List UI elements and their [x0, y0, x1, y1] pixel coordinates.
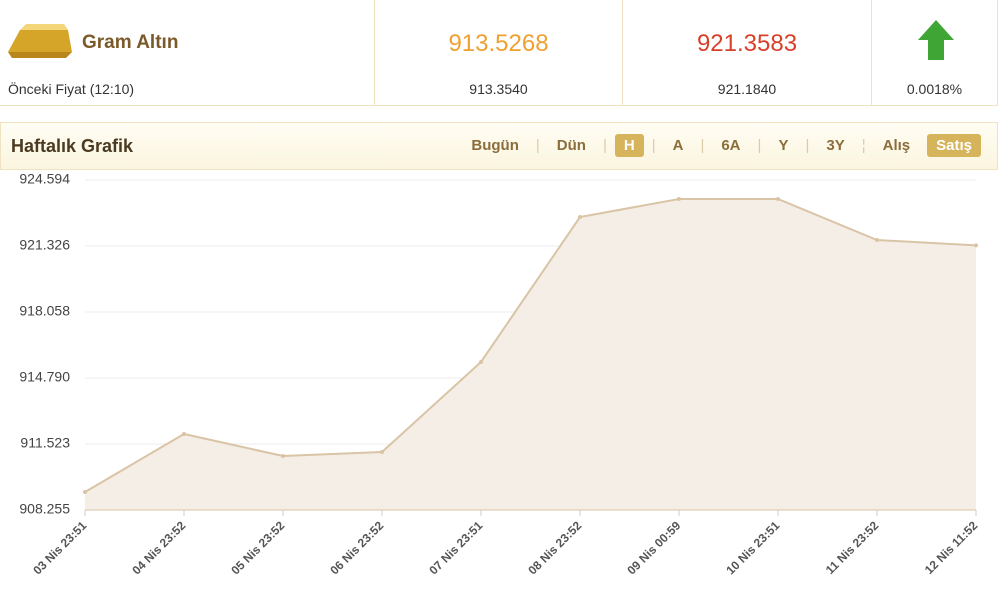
separator: ¦ [861, 137, 866, 154]
point [281, 453, 285, 458]
point [677, 197, 681, 202]
x-tick-label: 04 Nis 23:52 [129, 518, 188, 577]
y-tick-label: 914.790 [19, 369, 70, 385]
point [974, 243, 978, 248]
button[interactable]: 6A [721, 137, 741, 154]
change-cell: 0.0018% [872, 0, 998, 106]
y-tick-label: 921.326 [19, 237, 70, 253]
point [578, 215, 582, 220]
button[interactable]: Dün [556, 137, 586, 154]
chart: 908.255 911.523 914.790 918.058 921.326 924.5… [19, 171, 981, 578]
button[interactable]: Alış [882, 137, 911, 154]
y-tick-label: 924.594 [19, 171, 70, 187]
point [776, 197, 780, 202]
point [875, 238, 879, 243]
x-tick-label: 05 Nis 23:52 [228, 518, 287, 577]
sell-price: 921.3583 [696, 30, 798, 57]
x-tick-label: 11 Nis 23:52 [823, 518, 882, 577]
separator: | [535, 137, 540, 154]
separator: | [651, 137, 656, 154]
button[interactable]: Bugün [471, 137, 519, 154]
area [85, 199, 976, 511]
change: 0.0018% [906, 81, 963, 97]
separator: | [805, 137, 810, 154]
x-tick-label: 06 Nis 23:52 [327, 518, 386, 577]
button[interactable]: A [672, 137, 684, 154]
prev-sell: 921.1840 [717, 81, 777, 97]
prev-buy: 913.3540 [469, 81, 528, 97]
x-tick-label: 09 Nis 00:59 [624, 518, 683, 577]
sell-cell: 921.3583 921.1840 [623, 0, 872, 106]
point [182, 431, 186, 436]
x-tick-label: 03 Nis 23:51 [30, 518, 89, 577]
button[interactable]: Y [778, 137, 789, 154]
x-tick-label: 08 Nis 23:52 [525, 518, 584, 577]
buy-price: 913.5268 [448, 30, 549, 57]
button[interactable]: Satış [927, 134, 981, 157]
point [380, 449, 384, 454]
point [83, 489, 87, 494]
panel-title: Haftalık Grafik [11, 136, 134, 156]
button[interactable]: 3Y [826, 137, 845, 154]
separator: | [757, 137, 762, 154]
y-tick-label: 908.255 [19, 501, 70, 517]
previous-label: Önceki Fiyat (12:10) [8, 81, 135, 97]
name-cell: Gram Altın Önceki Fiyat (12:10) [0, 0, 375, 106]
chart-panel-header: Haftalık Grafik Bugün | Dün | H | A | 6A | Y | 3Y ¦ Al… [0, 122, 998, 170]
y-tick-label: 918.058 [19, 303, 70, 319]
separator: | [700, 137, 705, 154]
gold-icon [8, 24, 72, 58]
separator: | [602, 137, 607, 154]
line [84, 198, 977, 493]
x-tick-label: 10 Nis 23:51 [723, 518, 782, 577]
buy-cell: 913.5268 913.3540 [375, 0, 623, 106]
x-tick-label: 07 Nis 23:51 [426, 518, 485, 577]
asset-name: Gram Altın [82, 32, 179, 53]
x-tick-label: 12 Nis 11:52 [922, 518, 981, 577]
buttons: Bugün | Dün | H | A | 6A | Y | 3Y ¦ Alış Satış [458, 134, 985, 157]
y-tick-label: 911.523 [20, 435, 70, 451]
point [479, 359, 483, 364]
up-arrow [918, 20, 954, 60]
button[interactable]: H [614, 134, 644, 157]
